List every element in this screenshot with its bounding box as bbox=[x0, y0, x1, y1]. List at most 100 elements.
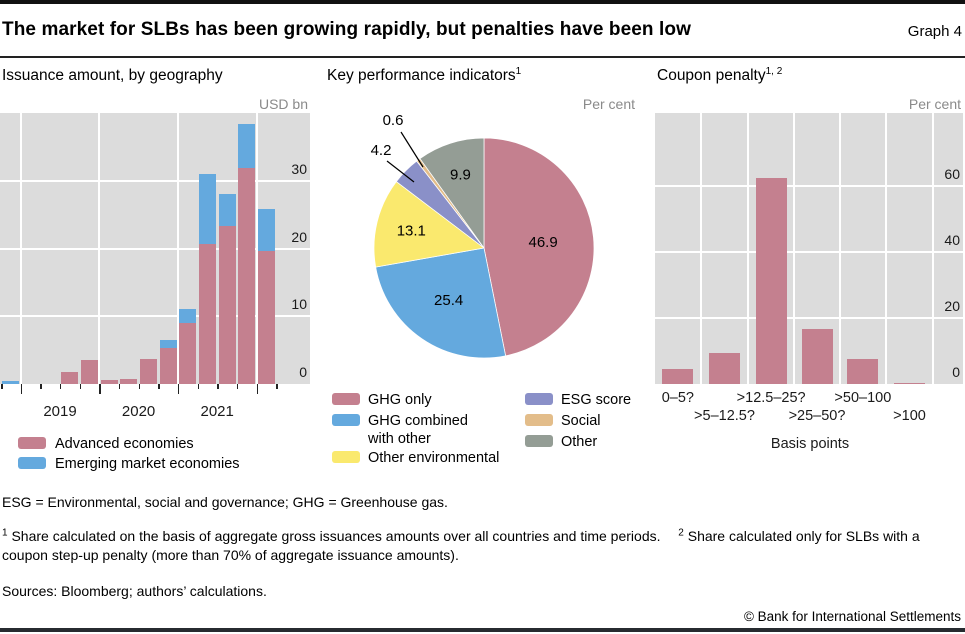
legend-swatch-advanced bbox=[18, 437, 46, 449]
legend-item-social: Social bbox=[561, 413, 601, 429]
gridline bbox=[0, 179, 310, 182]
bar-advanced-economies bbox=[198, 244, 216, 384]
panel-title-issuance: Issuance amount, by geography bbox=[2, 67, 223, 84]
bar-penalty-bucket bbox=[801, 329, 833, 384]
y-tick-label: 30 bbox=[291, 160, 307, 177]
gridline bbox=[655, 316, 963, 319]
legend-swatch-other-environmental bbox=[332, 451, 360, 463]
bar-emerging-market-economies bbox=[198, 173, 216, 245]
x-category-label: >12.5–25? bbox=[736, 390, 806, 406]
kpi-pie-chart: 46.9 25.4 13.1 4.2 0.6 9.9 bbox=[371, 112, 595, 359]
legend-swatch-ghg-only bbox=[332, 393, 360, 405]
footnote-1-marker: 1 bbox=[2, 527, 8, 539]
unit-label-usd-bn: USD bn bbox=[258, 96, 308, 112]
axis-tick bbox=[158, 384, 160, 389]
bar-advanced-economies bbox=[159, 348, 177, 384]
x-category-label: >50–100 bbox=[834, 390, 892, 406]
bar-emerging-market-economies bbox=[2, 380, 20, 384]
legend-item-ghg-only: GHG only bbox=[368, 392, 432, 408]
bar-advanced-economies bbox=[80, 360, 98, 384]
graph-title: The market for SLBs has been growing rap… bbox=[2, 19, 691, 40]
top-border bbox=[0, 0, 965, 4]
legend-item-advanced: Advanced economies bbox=[55, 436, 194, 452]
axis-tick bbox=[20, 384, 23, 394]
pie-leader-line bbox=[400, 131, 424, 168]
axis-tick bbox=[276, 384, 278, 389]
pie-value-label: 4.2 bbox=[371, 142, 392, 159]
gridline bbox=[0, 315, 310, 318]
legend-item-emerging: Emerging market economies bbox=[55, 456, 240, 472]
footnotes-paragraph: 1 Share calculated on the basis of aggre… bbox=[2, 527, 963, 565]
gridline bbox=[747, 113, 750, 384]
gridline bbox=[0, 247, 310, 250]
axis-tick bbox=[1, 384, 3, 389]
x-year-label: 2020 bbox=[121, 403, 156, 420]
y-tick-label: 10 bbox=[291, 296, 307, 313]
gridline bbox=[884, 113, 887, 384]
gridline bbox=[839, 113, 841, 384]
bar-penalty-bucket bbox=[894, 382, 925, 384]
pie-value-label: 9.9 bbox=[450, 167, 471, 184]
pie-slice-other-environmental bbox=[373, 181, 485, 268]
y-tick-label: 20 bbox=[291, 228, 307, 245]
pie-value-label: 0.6 bbox=[383, 112, 404, 129]
issuance-x-axis bbox=[0, 384, 310, 408]
legend-item-other-environmental: Other environmental bbox=[368, 450, 500, 466]
legend-item-ghg-combined: GHG combined with other bbox=[368, 413, 468, 447]
issuance-x-labels: 2019 2020 2021 bbox=[0, 403, 310, 423]
bar-advanced-economies bbox=[238, 167, 256, 384]
bar-emerging-market-economies bbox=[238, 123, 256, 168]
panel-title-penalty: Coupon penalty1, 2 bbox=[657, 65, 783, 84]
x-category-label: >100 bbox=[893, 408, 926, 424]
pie-value-label: 13.1 bbox=[397, 222, 426, 239]
legend-swatch-other bbox=[525, 435, 553, 447]
x-year-label: 2019 bbox=[43, 403, 77, 420]
y-tick-label: 60 bbox=[944, 165, 960, 182]
axis-tick bbox=[138, 384, 141, 389]
axis-tick bbox=[256, 384, 259, 394]
axis-tick bbox=[197, 384, 200, 389]
penalty-bar-chart: 0 20 40 60 bbox=[655, 113, 963, 384]
x-year-label: 2021 bbox=[200, 403, 234, 420]
footnote-2-marker: 2 bbox=[678, 527, 684, 539]
graph-number: Graph 4 bbox=[907, 23, 962, 40]
axis-tick bbox=[177, 384, 180, 394]
bar-advanced-economies bbox=[100, 379, 118, 384]
pie-slice-ghg-only bbox=[483, 137, 595, 357]
axis-tick bbox=[236, 384, 239, 389]
bar-penalty-bucket bbox=[755, 178, 787, 384]
bar-emerging-market-economies bbox=[179, 309, 197, 324]
penalty-x-labels: 0–5? >5–12.5? >12.5–25? >25–50? >50–100 >100 bbox=[655, 388, 963, 428]
x-category-label: 0–5? bbox=[661, 390, 694, 406]
gridline bbox=[793, 113, 795, 384]
y-tick-label: 0 bbox=[952, 364, 960, 380]
axis-tick bbox=[59, 384, 62, 389]
axis-tick bbox=[40, 384, 42, 389]
bar-emerging-market-economies bbox=[257, 209, 275, 252]
footnote-2-text: Share calculated only for SLBs with a co… bbox=[2, 528, 920, 563]
penalty-x-axis-title: Basis points bbox=[770, 436, 850, 452]
bar-advanced-economies bbox=[257, 251, 275, 384]
bar-emerging-market-economies bbox=[159, 339, 177, 349]
bar-advanced-economies bbox=[179, 323, 197, 384]
legend-item-other: Other bbox=[561, 434, 598, 450]
bar-advanced-economies bbox=[139, 358, 157, 384]
footnote-1-text: Share calculated on the basis of aggrega… bbox=[11, 528, 661, 544]
gridline bbox=[655, 184, 963, 187]
pie-slice-ghg-combined-with-other bbox=[375, 247, 507, 359]
footnote-marker: 1 bbox=[515, 65, 522, 77]
legend-swatch-social bbox=[525, 414, 553, 426]
gridline bbox=[655, 250, 963, 253]
x-category-label: >25–50? bbox=[788, 408, 846, 424]
y-tick-label: 20 bbox=[944, 297, 960, 314]
axis-tick bbox=[217, 384, 219, 389]
gridline bbox=[932, 113, 935, 384]
unit-label-per-cent-kpi: Per cent bbox=[582, 96, 635, 112]
legend-swatch-ghg-combined bbox=[332, 414, 360, 426]
legend-swatch-emerging bbox=[18, 457, 46, 469]
gridline bbox=[699, 113, 702, 384]
axis-tick bbox=[118, 384, 121, 389]
axis-tick bbox=[99, 384, 101, 394]
bar-penalty-bucket bbox=[709, 353, 740, 384]
